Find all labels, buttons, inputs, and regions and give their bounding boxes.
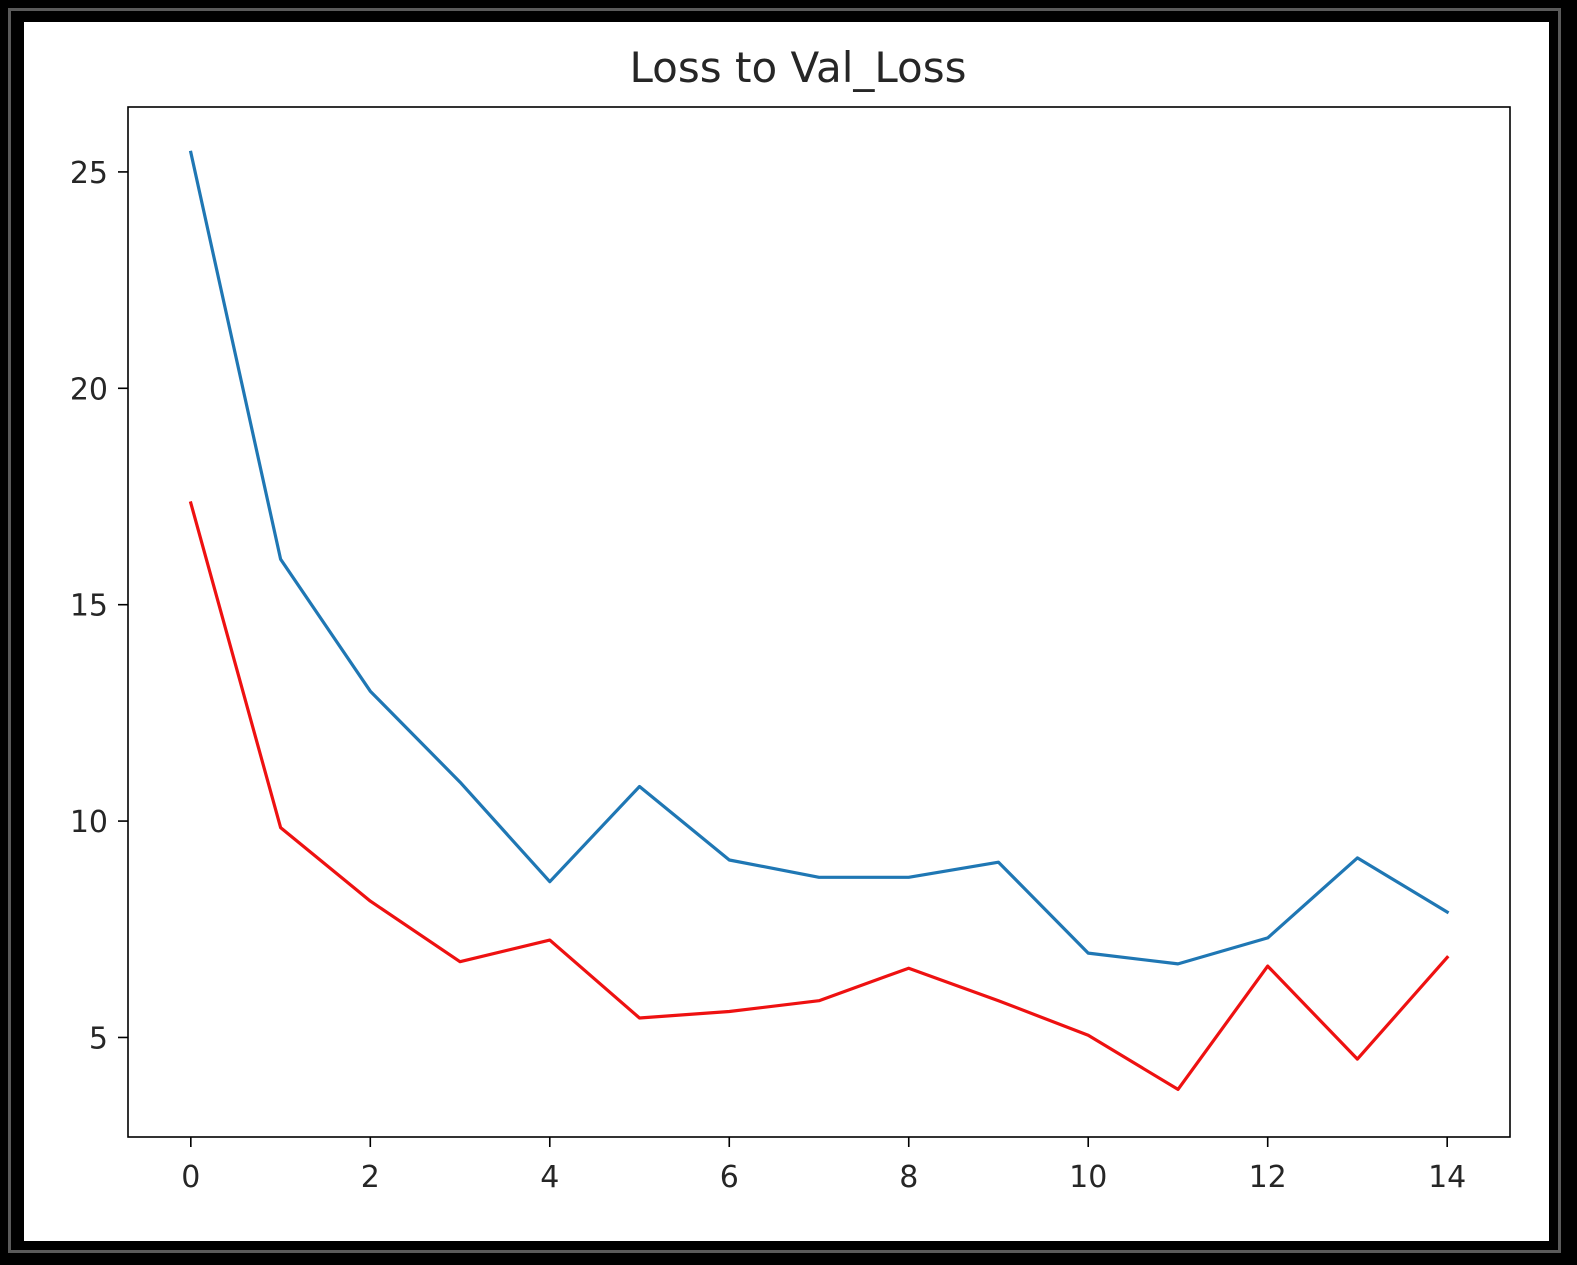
series-line-1 <box>188 501 1450 1092</box>
axis-layer: 0 2 4 6 8 10 12 14 5 10 15 20 25 <box>70 106 1511 1195</box>
y-tick-label: 20 <box>70 372 108 407</box>
y-tick-label: 15 <box>70 589 108 624</box>
frame-border <box>8 8 1561 1253</box>
series-line-0 <box>188 150 1450 966</box>
y-tick-label: 25 <box>70 156 108 191</box>
x-tick-label: 10 <box>1069 1160 1107 1195</box>
x-tick-label: 0 <box>181 1160 200 1195</box>
y-tick-label: 5 <box>89 1021 108 1056</box>
x-tick-label: 12 <box>1249 1160 1287 1195</box>
x-tick-label: 4 <box>540 1160 559 1195</box>
x-tick-label: 2 <box>361 1160 380 1195</box>
x-tick-label: 8 <box>899 1160 918 1195</box>
series-layer <box>188 150 1450 1092</box>
line-chart: Loss to Val_Loss 0 2 4 6 8 10 12 14 5 10 15 20 25 <box>70 43 1511 1195</box>
y-tick-label: 10 <box>70 805 108 840</box>
chart-canvas: Loss to Val_Loss 0 2 4 6 8 10 12 14 5 10 15 20 25 <box>24 22 1549 1241</box>
plot-area-frame <box>127 106 1511 1138</box>
chart-title: Loss to Val_Loss <box>630 43 967 92</box>
x-tick-label: 14 <box>1428 1160 1466 1195</box>
x-tick-label: 6 <box>720 1160 739 1195</box>
